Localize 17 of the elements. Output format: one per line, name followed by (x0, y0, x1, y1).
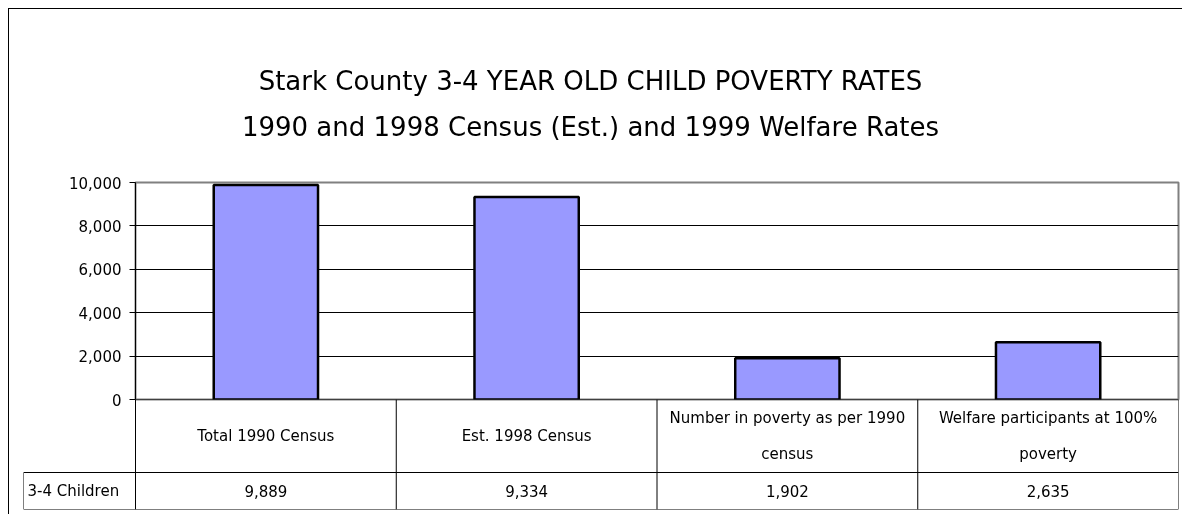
y-tick-label: 4,000 (78, 304, 122, 323)
data-label: 2,635 (1026, 483, 1070, 501)
chart-subtitle: 1990 and 1998 Census (Est.) and 1999 Welfare Rates (241, 111, 940, 142)
y-tick-label: 2,000 (78, 348, 122, 367)
data-label: 9,889 (244, 483, 288, 501)
category-label: Welfare participants at 100% poverty (938, 408, 1158, 464)
x-tick-label: Total 1990 Census (196, 427, 335, 445)
x-tick-label: Est. 1998 Census (461, 427, 592, 445)
chart-title: Stark County 3-4 YEAR OLD CHILD POVERTY RATES (258, 66, 923, 96)
data-label: 9,334 (505, 483, 549, 501)
y-tick-label: 8,000 (78, 217, 122, 236)
category-label: Number in poverty as per 1990 census (669, 408, 906, 464)
y-tick-label: 6,000 (78, 261, 122, 280)
y-tick-label: 0 (111, 391, 122, 410)
y-tick-label: 10,000 (69, 174, 122, 193)
data-label: 1,902 (765, 483, 809, 501)
text: 3-4 Children (27, 482, 120, 500)
